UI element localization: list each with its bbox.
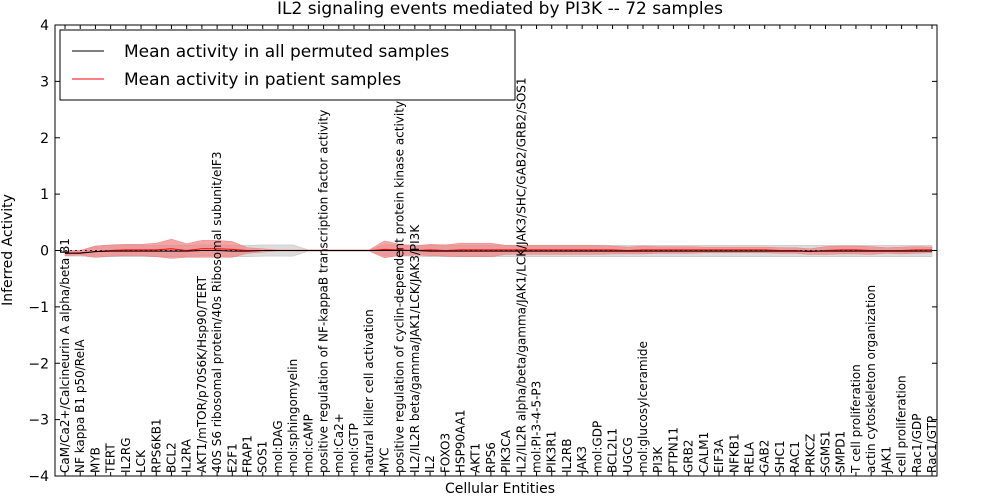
- band-patient: [64, 238, 933, 259]
- x-tick-label: TERT: [104, 443, 118, 474]
- x-tick-label: HSP90AA1: [454, 409, 468, 473]
- x-tick-label: SGMS1: [819, 430, 833, 473]
- x-tick-label: IL2/IL2R beta/gamma/JAK1/LCK/JAK3/PI3K: [408, 224, 422, 473]
- x-tick-label: BCL2: [165, 442, 179, 473]
- x-tick-label: E2F1: [225, 443, 239, 473]
- x-tick-label: PRKCZ: [803, 434, 817, 473]
- x-tick-label: RPS6KB1: [149, 418, 163, 473]
- series-line-patient: [64, 248, 932, 254]
- x-axis: CaM/Ca2+/Calcineurin A alpha/beta B1 NF k…: [58, 25, 939, 476]
- x-tick-label: FOXO3: [438, 433, 452, 473]
- x-tick-label: IL2/IL2R alpha/beta/gamma/JAK1/LCK/JAK3/…: [514, 77, 528, 473]
- x-tick-label: mol:Ca2+: [332, 413, 346, 473]
- x-tick-label: FRAP1: [241, 435, 255, 473]
- x-tick-label: mol:cAMP: [301, 414, 315, 473]
- y-tick-label: −2: [28, 356, 49, 372]
- x-tick-label: PIK3R1: [545, 431, 559, 473]
- y-axis-label: Inferred Activity: [0, 194, 16, 306]
- y-axis: −4 −3 −2 −1 0 1 2 3 4: [28, 18, 937, 485]
- x-tick-label: SHC1: [773, 440, 787, 473]
- y-tick-label: −4: [28, 469, 49, 485]
- x-tick-label: UGCG: [621, 437, 635, 473]
- x-tick-label: JAK3: [575, 446, 589, 474]
- x-tick-label: cell proliferation: [895, 375, 909, 473]
- confidence-bands: [55, 238, 937, 259]
- y-tick-label: 4: [40, 18, 49, 34]
- x-tick-label: JAK1: [879, 446, 893, 474]
- x-tick-label: Rac1/GDP: [910, 414, 924, 473]
- legend-label-patient: Mean activity in patient samples: [124, 70, 401, 90]
- legend: Mean activity in all permuted samples Me…: [59, 29, 516, 101]
- x-tick-label: AKT1: [469, 443, 483, 473]
- x-tick-label: PIK3CA: [499, 429, 513, 473]
- x-tick-label: RELA: [743, 441, 757, 473]
- x-tick-label: IL2: [423, 455, 437, 473]
- x-tick-label: NFKB1: [727, 433, 741, 473]
- legend-box: [59, 29, 516, 101]
- x-tick-label: EIF3A: [712, 438, 726, 473]
- x-tick-label: SMPD1: [834, 431, 848, 473]
- x-tick-label: T cell proliferation: [849, 364, 863, 474]
- x-tick-label: actin cytoskeleton organization: [864, 285, 878, 473]
- x-tick-label: GAB2: [758, 440, 772, 473]
- x-tick-label: CALM1: [697, 432, 711, 473]
- series-line-permuted: [65, 250, 932, 254]
- x-tick-label: mol:GTP: [347, 423, 361, 473]
- x-tick-label: LCK: [134, 449, 148, 473]
- y-tick-label: 0: [40, 244, 49, 260]
- chart-title: IL2 signaling events mediated by PI3K --…: [277, 0, 723, 19]
- y-tick-label: 2: [40, 131, 49, 147]
- x-tick-label: 40S S6 ribosomal protein/40s Ribosomal s…: [210, 152, 224, 473]
- x-tick-label: IL2RG: [119, 438, 133, 474]
- x-tick-label: positive regulation of cyclin-dependent …: [393, 101, 407, 473]
- x-axis-label: Cellular Entities: [445, 481, 555, 497]
- x-tick-label: mol:glucosylceramide: [636, 341, 650, 473]
- x-tick-label: mol:DAG: [271, 420, 285, 473]
- x-tick-label: MYC: [377, 448, 391, 473]
- y-tick-label: −1: [28, 300, 49, 316]
- x-tick-label: mol:sphingomyelin: [286, 359, 300, 473]
- series-lines: [64, 248, 932, 254]
- x-tick-label: mol:GDP: [590, 421, 604, 473]
- y-tick-label: 3: [40, 74, 49, 90]
- y-tick-label: 1: [40, 187, 49, 203]
- x-tick-label: RPS6: [484, 442, 498, 473]
- x-tick-label: RAC1: [788, 441, 802, 473]
- x-tick-label: IL2RA: [180, 438, 194, 473]
- legend-label-permuted: Mean activity in all permuted samples: [124, 42, 449, 62]
- x-tick-label: CaM/Ca2+/Calcineurin A alpha/beta B1: [58, 238, 72, 473]
- x-tick-label: NF kappa B1 p50/RelA: [73, 339, 87, 473]
- x-tick-label: PTPN11: [666, 427, 680, 473]
- x-tick-label: positive regulation of NF-kappaB transcr…: [317, 110, 331, 473]
- x-tick-label: GRB2: [682, 439, 696, 473]
- y-tick-label: −3: [28, 413, 49, 429]
- x-tick-label: AKT1/mTOR/p70S6K/Hsp90/TERT: [195, 275, 209, 473]
- x-tick-label: IL2RB: [560, 439, 574, 473]
- x-tick-label: MYB: [88, 447, 102, 473]
- x-tick-label: PI3K: [651, 446, 665, 473]
- x-tick-label: Rac1/GTP: [925, 416, 939, 473]
- x-tick-label: BCL2L1: [606, 428, 620, 473]
- x-tick-label: natural killer cell activation: [362, 309, 376, 473]
- x-tick-label: SOS1: [256, 441, 270, 473]
- x-tick-label: mol:PI-3-4-5-P3: [530, 381, 544, 473]
